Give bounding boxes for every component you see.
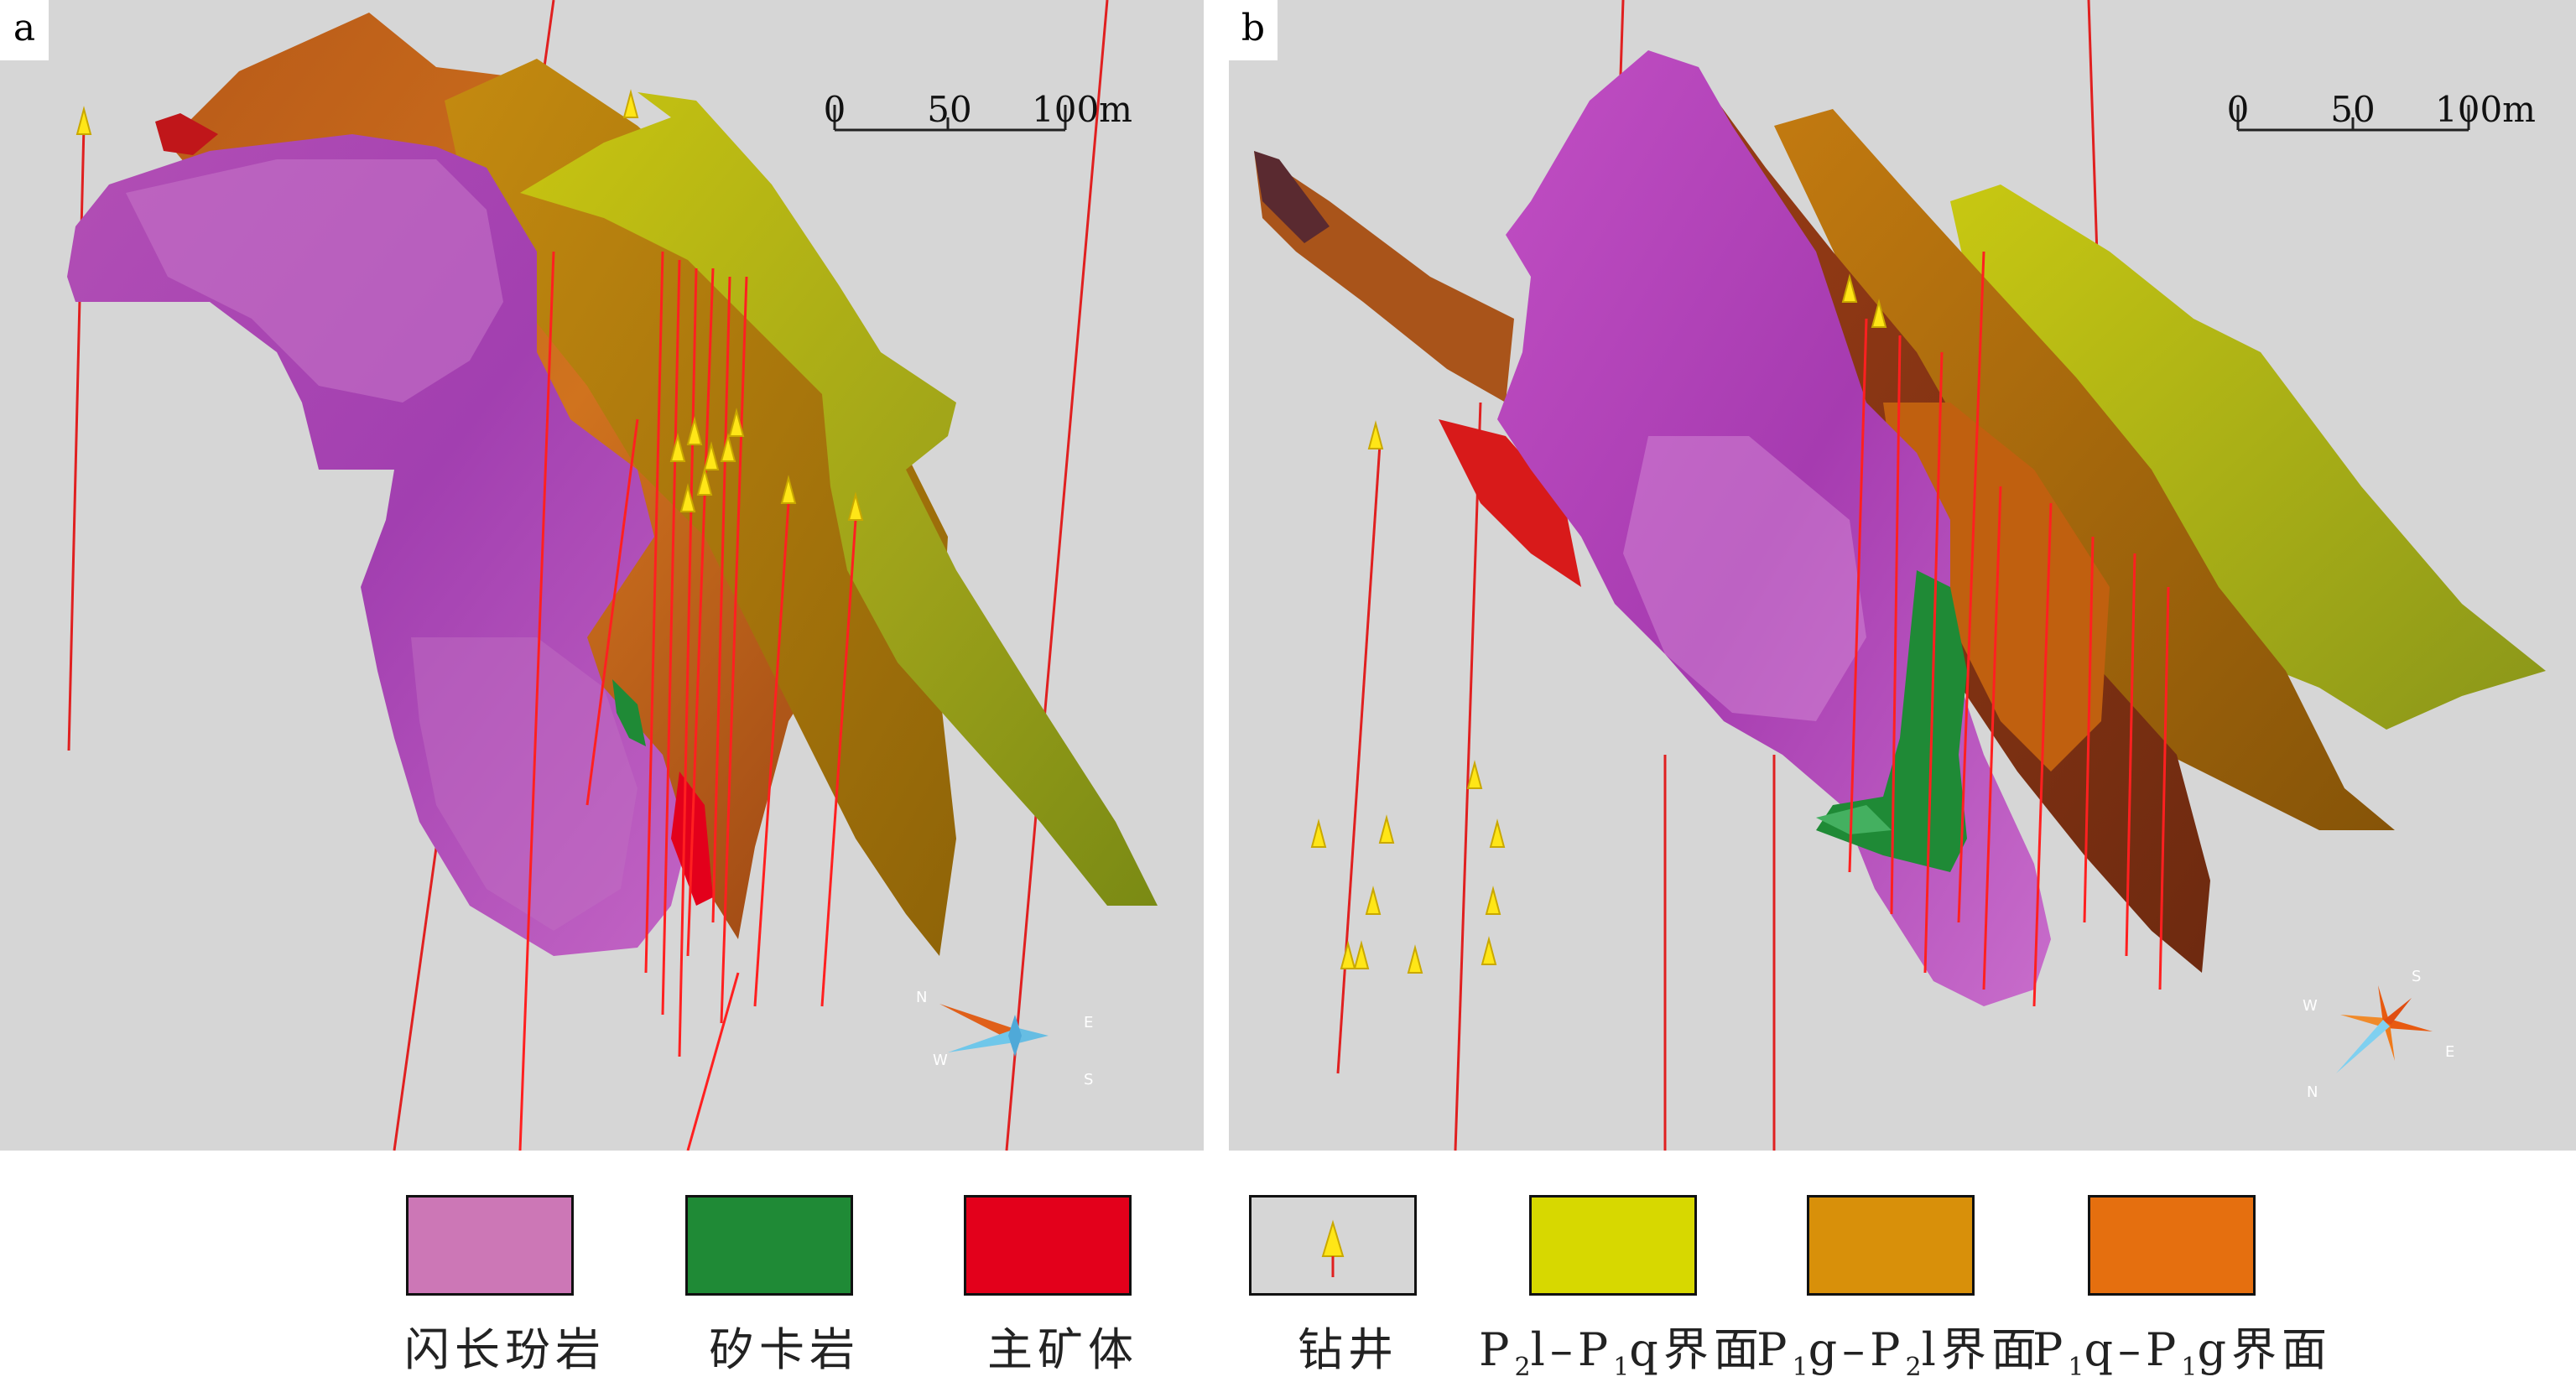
drill-rig-icon [686,416,703,445]
legend: 闪长玢岩 矽卡岩 主矿体 钻井 P2l–P1q界面 P1g–P2l界面 P1q–… [0,1195,2576,1382]
scale-bar [2236,105,2470,132]
compass-label-e: E [1084,1014,1093,1031]
panel-a-3d-model: 0 50 100m N W E S [67,0,1158,1151]
diorite-highlight-lower [411,637,637,931]
drill-rig-icon [75,106,92,135]
drill-rig-icons [75,89,864,521]
compass-rose: S W E N [2303,968,2454,1101]
legend-item-main-orebody: 主矿体 [920,1195,1205,1376]
panel-b-label: b [1229,0,1278,60]
legend-swatch-diorite [406,1195,574,1296]
panel-b: 0 50 100m S W E N b [1229,0,2576,1151]
legend-swatch-p1g-p2l [1807,1195,1975,1296]
legend-label-p1q-p1g: P1q–P1g界面 [2032,1323,2333,1382]
panel-b-3d-model: 0 50 100m S W E N [1254,0,2546,1151]
scale-tick-50: 50 [927,89,971,130]
compass-label-s: S [1084,1071,1093,1088]
diorite-highlight [126,159,503,403]
scale-tick-100m: 100m [2435,89,2536,130]
compass-rose: N W E S [916,989,1093,1088]
legend-label-main-orebody: 主矿体 [987,1323,1138,1376]
legend-swatch-skarn [685,1195,853,1296]
drill-rig-icons [1310,273,1887,974]
drill-rig-icon [1378,814,1395,844]
legend-swatch-drill-well [1249,1195,1417,1296]
scale-tick-0: 0 [824,89,846,130]
compass-label-e: E [2445,1043,2454,1061]
legend-swatch-p2l-p1q [1529,1195,1697,1296]
legend-item-diorite: 闪长玢岩 [362,1195,648,1376]
compass-label-n: N [2307,1083,2318,1101]
orebody-fragment [155,113,218,155]
scale-tick-0: 0 [2227,89,2250,130]
panel-a-label: a [0,0,49,60]
drill-rig-icon [703,441,720,470]
legend-item-skarn: 矽卡岩 [642,1195,927,1376]
legend-swatch-p1q-p1g [2088,1195,2256,1296]
legend-label-diorite: 闪长玢岩 [404,1323,606,1376]
compass-label-w: W [933,1052,948,1069]
p1g-p2l-surface [445,59,956,956]
drill-rig-icon [1485,886,1501,915]
drill-rig-icon [780,475,797,504]
p1g-p2l-surface [1774,109,2395,830]
drill-rig-icon [1466,760,1483,789]
drill-rig-icon [1321,1219,1345,1277]
drill-rig-icon [696,466,713,496]
drill-rig-icon [1365,886,1382,915]
drill-rig-icon [1841,273,1858,303]
legend-label-drill-well: 钻井 [1298,1323,1398,1376]
skarn-body-light [1816,805,1892,834]
legend-label-p1g-p2l: P1g–P2l界面 [1756,1323,2042,1382]
drill-rig-icon [847,491,864,521]
legend-item-drill-well: 钻井 [1205,1195,1491,1376]
legend-item-p1q-p1g-interface: P1q–P1g界面 [2032,1195,2327,1382]
drill-rig-icon [720,433,736,462]
drill-rig-icon [1481,936,1497,965]
drill-rig-icon [1367,420,1384,449]
scale-bar [833,105,1067,132]
legend-swatch-main-orebody [964,1195,1132,1296]
scale-tick-100m: 100m [1032,89,1132,130]
compass-label-w: W [2303,997,2318,1015]
legend-item-p1g-p2l-interface: P1g–P2l界面 [1756,1195,2042,1382]
compass-label-n: N [916,989,927,1006]
main-orebody [1439,419,1581,587]
drill-rig-icon [1310,818,1327,848]
left-surface-wedge-dark [1254,151,1330,243]
drill-rig-icon [1407,944,1423,974]
skarn-patch [612,679,646,746]
drill-rig-icon [728,408,745,437]
drill-lines-foreground [518,251,857,1151]
p2l-p1q-surface [520,92,1158,906]
scale-tick-50: 50 [2330,89,2375,130]
p2l-p1q-surface [1950,184,2546,730]
drill-rig-icon [1340,940,1356,969]
compass-label-s: S [2412,968,2421,985]
legend-label-p2l-p1q: P2l–P1q界面 [1479,1323,1764,1382]
panel-a: 0 50 100m N W E S a [0,0,1204,1151]
drill-rig-icon [669,433,686,462]
drill-rig-icon [1489,818,1506,848]
drill-rig-icon [1353,940,1370,969]
drill-rig-icon [679,483,696,512]
legend-item-p2l-p1q-interface: P2l–P1q界面 [1479,1195,1764,1382]
drill-rig-icon [1871,299,1887,328]
drill-rig-icon [622,89,639,118]
diorite-highlight [1623,436,1866,721]
legend-label-skarn: 矽卡岩 [709,1323,860,1376]
drill-lines-foreground [1848,251,2170,1007]
